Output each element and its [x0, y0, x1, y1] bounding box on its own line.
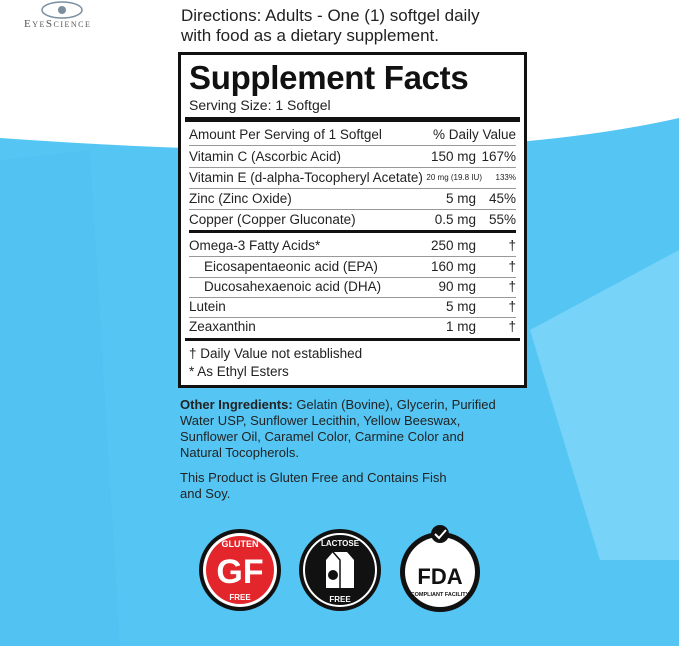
fact-row: Copper (Copper Gluconate) 0.5 mg 55% [189, 210, 516, 233]
daily-value: † [508, 299, 516, 314]
daily-value: 167% [481, 149, 516, 164]
fact-row: Vitamin C (Ascorbic Acid) 150 mg 167% [189, 147, 516, 168]
amount: 5 mg [445, 191, 476, 206]
nutrient-name: Ducosahexaenoic acid (DHA) [204, 279, 382, 294]
nutrient-name: Vitamin E (d-alpha-Tocopheryl Acetate) [189, 170, 423, 185]
fact-row: Lutein 5 mg † [189, 297, 516, 318]
nutrient-name: Vitamin C (Ascorbic Acid) [189, 149, 342, 164]
serving-size: Serving Size: 1 Softgel [189, 97, 331, 113]
badge-text: LACTOSE [321, 539, 360, 548]
footnote: * As Ethyl Esters [189, 364, 289, 379]
amount: 160 mg [430, 259, 476, 274]
badge-text: GF [216, 553, 263, 591]
other-ingredients: Other Ingredients: Gelatin (Bovine), Gly… [180, 397, 500, 461]
fact-row: Zinc (Zinc Oxide) 5 mg 45% [189, 189, 516, 210]
fact-row: Zeaxanthin 1 mg † [189, 317, 516, 337]
amount: 0.5 mg [434, 212, 476, 227]
daily-value: † [508, 279, 516, 294]
nutrient-name: Copper (Copper Gluconate) [189, 212, 356, 227]
rule [185, 338, 520, 341]
supplement-facts: Supplement Facts Serving Size: 1 Softgel… [178, 52, 527, 388]
header: Amount Per Serving of 1 Softgel [189, 127, 382, 142]
directions: Directions: Adults - One (1) softgel dai… [181, 6, 480, 45]
logo: EyeScience [24, 18, 92, 30]
badge-text: FREE [329, 595, 351, 604]
header: % Daily Value [432, 127, 516, 142]
amount: 20 mg (19.8 IU) [426, 173, 482, 182]
daily-value: 45% [488, 191, 516, 206]
daily-value: † [508, 259, 516, 274]
daily-value: 55% [488, 212, 516, 227]
amount: 250 mg [430, 238, 476, 253]
fact-row: Omega-3 Fatty Acids* 250 mg † [189, 236, 516, 257]
daily-value: † [508, 238, 516, 253]
badge-text: COMPLIANT FACILITY [411, 592, 470, 598]
daily-value: † [508, 319, 516, 334]
badge-text: GLUTEN [222, 539, 259, 549]
fact-row: Vitamin E (d-alpha-Tocopheryl Acetate) 20… [189, 168, 516, 189]
amount: 90 mg [438, 279, 476, 294]
badges: GLUTEN GF FREE LACTOSE FREE FDA COMPLIAN… [199, 525, 480, 612]
amount: 5 mg [445, 299, 476, 314]
facts-title: Supplement Facts [189, 59, 469, 96]
header-row: Amount Per Serving of 1 Softgel % Daily … [189, 125, 516, 146]
amount: 1 mg [445, 319, 476, 334]
nutrient-name: Zeaxanthin [189, 319, 256, 334]
footnote: † Daily Value not established [189, 346, 363, 361]
amount: 150 mg [430, 149, 476, 164]
nutrient-name: Lutein [189, 299, 226, 314]
badge-text: FDA [417, 564, 462, 589]
daily-value: 133% [495, 173, 516, 182]
fact-row: Ducosahexaenoic acid (DHA) 90 mg † [189, 277, 516, 298]
fact-row: Eicosapentaeonic acid (EPA) 160 mg † [189, 257, 516, 278]
label: Other Ingredients: [180, 397, 293, 412]
rule [185, 117, 520, 122]
nutrient-name: Omega-3 Fatty Acids* [189, 238, 321, 253]
nutrient-name: Zinc (Zinc Oxide) [189, 191, 292, 206]
nutrient-name: Eicosapentaeonic acid (EPA) [204, 259, 378, 274]
badge-text: FREE [229, 593, 251, 602]
allergen-note: This Product is Gluten Free and Contains… [180, 470, 447, 501]
text: Gelatin (Bovine), Glycerin, Purified Wat… [180, 397, 496, 460]
